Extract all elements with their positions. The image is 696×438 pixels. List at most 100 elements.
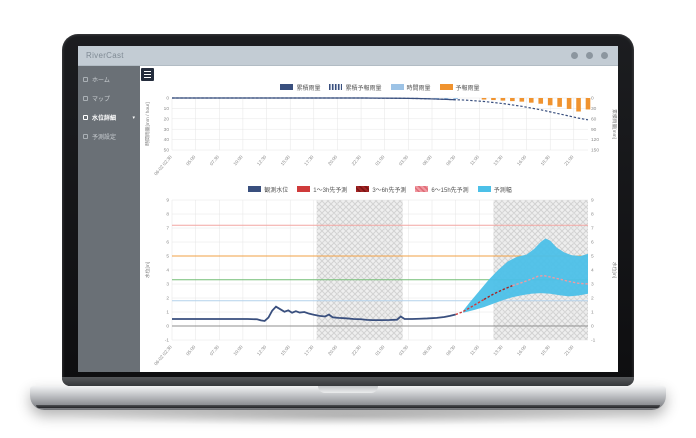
sidebar-item-1[interactable]: マップ <box>78 89 140 108</box>
svg-text:16:00: 16:00 <box>516 344 528 356</box>
sidebar: ホームマップ水位詳細 ▾ 予測設定 <box>78 66 140 372</box>
sidebar-item-3[interactable]: 予測設定 <box>78 127 140 146</box>
svg-text:10: 10 <box>164 106 170 112</box>
svg-text:30: 30 <box>164 127 170 133</box>
laptop-base <box>30 386 666 410</box>
svg-text:11:00: 11:00 <box>469 154 480 166</box>
hamburger-icon[interactable] <box>141 68 154 81</box>
legend-item: 観測水位 <box>248 185 288 194</box>
svg-text:01:00: 01:00 <box>374 154 386 166</box>
legend-label: 観測水位 <box>264 187 289 194</box>
legend-item: 6〜15h先予測 <box>415 185 469 194</box>
sidebar-item-label: ホーム <box>92 78 110 84</box>
svg-text:水位[m]: 水位[m] <box>144 262 151 278</box>
svg-text:累積雨量[mm]: 累積雨量[mm] <box>611 109 618 139</box>
legend-label: 1〜3h先予測 <box>313 187 348 194</box>
svg-text:10:00: 10:00 <box>232 154 244 166</box>
laptop-screen: RiverCast ホームマップ水位詳細 ▾ 予測設定 累積雨量 累積予報雨量 時間雨量… <box>62 34 634 386</box>
svg-text:22:30: 22:30 <box>351 154 363 166</box>
legend-item: 予測幅 <box>477 185 512 194</box>
svg-text:22:30: 22:30 <box>351 344 363 356</box>
legend-swatch <box>415 186 429 192</box>
legend-swatch <box>280 84 294 90</box>
sidebar-item-label: 水位詳細 <box>92 116 117 122</box>
legend-swatch <box>390 84 404 90</box>
charts-area: 累積雨量 累積予報雨量 時間雨量 予報雨量 06-02 02:30 05:00 07:30… <box>142 82 618 372</box>
legend-item: 1〜3h先予測 <box>297 185 347 194</box>
svg-text:90: 90 <box>591 127 597 133</box>
legend-item: 時間雨量 <box>390 83 431 92</box>
rainfall-chart: 06-02 02:30 05:00 07:30 10:00 12:30 15:00 17:3… <box>144 96 618 177</box>
laptop-hinge <box>62 377 634 386</box>
svg-text:01:00: 01:00 <box>374 344 386 356</box>
svg-text:06-02 02:30: 06-02 02:30 <box>153 344 173 366</box>
rainfall-chart-legend: 累積雨量 累積予報雨量 時間雨量 予報雨量 <box>142 82 618 92</box>
home-icon <box>83 77 88 82</box>
chevron-down-icon: ▾ <box>132 114 135 121</box>
svg-text:6: 6 <box>166 240 169 246</box>
legend-swatch <box>439 84 453 90</box>
svg-text:4: 4 <box>166 268 169 274</box>
svg-text:9: 9 <box>166 198 169 204</box>
laptop-shadow <box>66 406 630 426</box>
legend-item: 累積予報雨量 <box>329 83 382 92</box>
water-level-chart-legend: 観測水位 1〜3h先予測 3〜6h先予測 6〜15h先予測 予測幅 <box>142 184 618 194</box>
svg-text:120: 120 <box>591 137 599 143</box>
main-content: 累積雨量 累積予報雨量 時間雨量 予報雨量 06-02 02:30 05:00 07:30… <box>140 66 618 372</box>
svg-text:05:00: 05:00 <box>185 154 197 166</box>
legend-label: 累積雨量 <box>296 85 321 92</box>
svg-text:7: 7 <box>591 226 594 232</box>
legend-label: 6〜15h先予測 <box>431 187 469 194</box>
svg-text:3: 3 <box>591 282 594 288</box>
svg-text:06:00: 06:00 <box>422 154 434 166</box>
svg-text:21:00: 21:00 <box>563 154 575 166</box>
svg-text:水位[m]: 水位[m] <box>611 262 618 278</box>
bell-icon[interactable] <box>586 52 593 59</box>
svg-text:5: 5 <box>166 254 169 260</box>
legend-swatch <box>248 186 262 192</box>
app-header: RiverCast <box>78 46 618 66</box>
svg-text:21:00: 21:00 <box>563 344 575 356</box>
gauge-icon <box>83 115 88 120</box>
legend-swatch <box>329 84 343 90</box>
legend-item: 累積雨量 <box>280 83 320 92</box>
svg-text:0: 0 <box>166 324 169 330</box>
svg-text:8: 8 <box>591 212 594 218</box>
svg-text:40: 40 <box>164 137 170 143</box>
sidebar-item-0[interactable]: ホーム <box>78 70 140 89</box>
app-title: RiverCast <box>86 51 124 60</box>
svg-text:20: 20 <box>164 116 170 122</box>
water-level-chart: 06-02 02:30 05:00 07:30 10:00 12:30 15:00 17:3… <box>144 198 618 367</box>
svg-text:11:00: 11:00 <box>469 344 480 356</box>
svg-text:4: 4 <box>591 268 594 274</box>
svg-text:1: 1 <box>166 310 169 316</box>
gear-icon[interactable] <box>601 52 608 59</box>
sidebar-item-label: 予測設定 <box>92 135 117 141</box>
svg-text:07:30: 07:30 <box>209 344 221 356</box>
sidebar-item-label: マップ <box>92 97 111 103</box>
svg-text:-1: -1 <box>591 338 596 344</box>
wrench-icon <box>83 134 88 139</box>
legend-swatch <box>297 186 311 192</box>
hamburger-bars <box>144 71 151 78</box>
svg-text:6: 6 <box>591 240 594 246</box>
sidebar-item-2[interactable]: 水位詳細 ▾ <box>78 108 140 127</box>
svg-text:5: 5 <box>591 254 594 260</box>
legend-label: 累積予報雨量 <box>345 85 382 92</box>
user-icon[interactable] <box>571 52 578 59</box>
svg-text:06:00: 06:00 <box>422 344 434 356</box>
svg-text:20:00: 20:00 <box>327 344 339 356</box>
svg-text:17:30: 17:30 <box>303 344 315 356</box>
svg-text:0: 0 <box>166 96 169 102</box>
svg-text:17:30: 17:30 <box>303 154 315 166</box>
svg-text:8: 8 <box>166 212 169 218</box>
svg-text:-1: -1 <box>165 338 170 344</box>
svg-text:2: 2 <box>166 296 169 302</box>
svg-text:15:00: 15:00 <box>280 154 292 166</box>
svg-text:03:30: 03:30 <box>398 344 410 356</box>
svg-text:12:30: 12:30 <box>256 154 268 166</box>
svg-text:13:30: 13:30 <box>492 344 504 356</box>
svg-text:03:30: 03:30 <box>398 154 410 166</box>
legend-item: 予報雨量 <box>439 83 480 92</box>
